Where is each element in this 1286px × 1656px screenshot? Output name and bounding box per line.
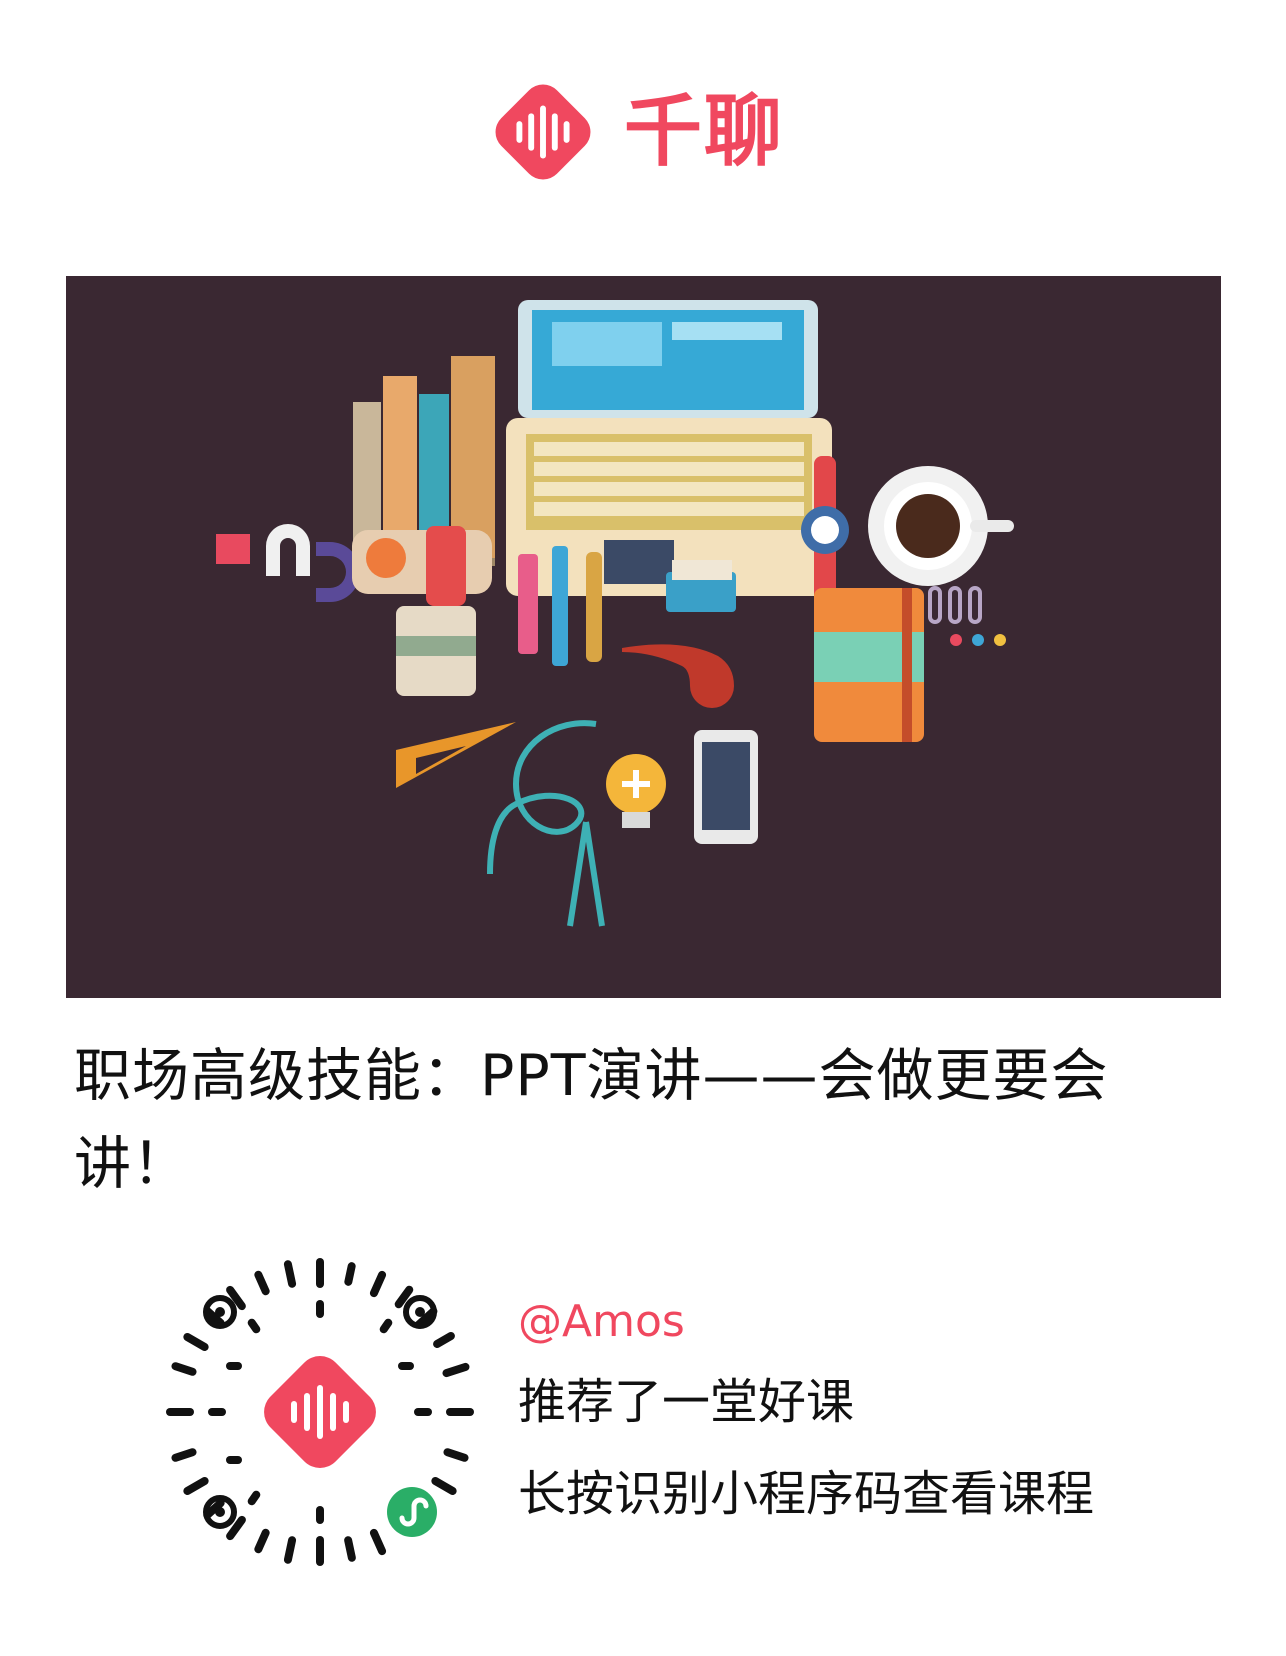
brand-name: 千聊 — [624, 87, 785, 177]
laptop-illustration — [506, 300, 832, 596]
pipe-illustration — [622, 644, 734, 708]
triangle-ruler-illustration — [396, 722, 516, 788]
scan-hint-text: 长按识别小程序码查看课程 — [518, 1466, 1095, 1522]
pins-illustration — [950, 634, 1006, 646]
course-title: 职场高级技能：PPT演讲——会做更要会讲！ — [74, 1043, 1109, 1197]
recommend-text: 推荐了一堂好课 — [518, 1374, 855, 1430]
watch-illustration — [801, 456, 849, 606]
pens-illustration — [518, 546, 602, 666]
coffee-cup-illustration — [868, 466, 1014, 586]
notebook-illustration — [814, 588, 924, 742]
camera-illustration — [352, 526, 492, 696]
compass-illustration — [567, 821, 605, 927]
clips-illustration — [928, 586, 982, 624]
office-supplies-illustration — [216, 300, 1014, 927]
phone-illustration — [694, 730, 758, 844]
mini-program-badge-icon — [382, 1482, 442, 1542]
share-info: @Amos 推荐了一堂好课 长按识别小程序码查看课程 — [518, 1292, 1094, 1526]
qianliao-soundwave-logo-icon — [495, 84, 591, 180]
mini-program-code-icon — [166, 1258, 474, 1566]
cards-illustration — [666, 560, 736, 612]
course-banner[interactable] — [66, 276, 1221, 998]
brand-header: 千聊 — [484, 72, 784, 192]
magnet-illustration — [216, 524, 360, 602]
sharer-name[interactable]: @Amos — [518, 1296, 685, 1347]
lightbulb-illustration — [606, 754, 666, 828]
cable-illustration — [487, 720, 597, 875]
mini-program-code[interactable] — [160, 1252, 480, 1572]
